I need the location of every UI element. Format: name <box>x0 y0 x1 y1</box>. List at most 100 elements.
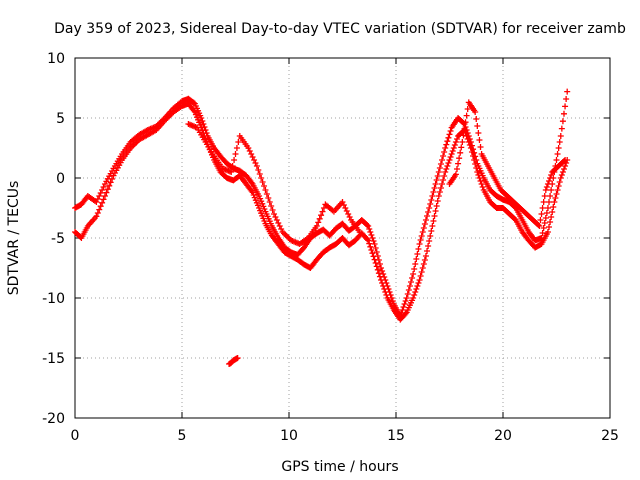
data-point-track-d <box>541 193 548 199</box>
data-point-track-c <box>235 139 242 145</box>
chart-title: Day 359 of 2023, Sidereal Day-to-day VTE… <box>54 21 626 37</box>
data-point-track-b <box>445 160 452 166</box>
data-point-track-a <box>412 261 419 267</box>
data-point-track-b <box>550 204 557 210</box>
y-tick-label: -10 <box>42 291 65 307</box>
axis-ticks <box>74 57 611 419</box>
data-point-track-b <box>365 237 372 244</box>
data-point-track-a <box>367 229 374 235</box>
data-point-track-b <box>416 277 423 283</box>
data-point-track-b <box>446 157 453 163</box>
data-point-track-c <box>356 229 363 235</box>
data-point-track-a <box>379 268 386 274</box>
data-point-track-b <box>412 289 419 295</box>
data-point-track-a <box>548 187 555 193</box>
data-point-track-b <box>431 213 438 219</box>
data-point-track-a <box>445 134 452 141</box>
data-point-track-d <box>539 205 546 211</box>
data-point-track-a <box>425 209 432 215</box>
data-points <box>72 88 571 367</box>
data-point-track-c <box>273 217 280 223</box>
data-point-track-a <box>372 245 379 251</box>
data-point-track-d <box>537 217 544 223</box>
data-point-track-a <box>447 128 454 134</box>
data-point-track-c <box>269 207 276 213</box>
x-tick-label: 10 <box>280 428 298 444</box>
data-point-track-b <box>439 181 446 187</box>
data-point-track-b <box>557 175 564 181</box>
data-point-track-b <box>429 223 436 229</box>
data-point-track-a <box>190 99 197 106</box>
data-point-track-b <box>402 310 409 317</box>
data-point-track-b <box>420 261 427 267</box>
data-point-track-d <box>477 144 484 150</box>
data-point-track-b <box>426 238 433 244</box>
y-axis-label: SDTVAR / TECUs <box>6 181 22 296</box>
data-point-track-b <box>477 178 484 184</box>
data-point-track-b <box>473 165 480 171</box>
data-point-track-a <box>564 88 571 95</box>
data-point-track-d <box>543 184 550 190</box>
data-point-track-a <box>430 189 437 195</box>
data-point-track-b <box>549 209 556 215</box>
data-point-track-a <box>378 265 385 271</box>
data-point-track-a <box>420 225 427 231</box>
data-point-track-b <box>437 185 444 191</box>
data-point-track-b <box>366 240 373 247</box>
data-point-track-b <box>382 289 389 295</box>
data-point-track-c <box>262 187 269 193</box>
data-point-track-a <box>407 279 414 285</box>
grid-lines <box>75 58 610 418</box>
data-point-track-d <box>538 211 545 217</box>
data-point-track-c <box>316 215 323 222</box>
data-point-track-c <box>246 148 253 154</box>
data-point-track-b <box>101 193 108 199</box>
data-point-track-d <box>464 106 471 112</box>
data-point-track-a <box>427 201 434 207</box>
data-point-track-c <box>282 231 289 238</box>
data-point-track-b <box>372 260 379 266</box>
data-point-track-c <box>319 208 326 215</box>
data-point-track-c <box>346 214 353 220</box>
data-point-track-a <box>405 287 412 293</box>
data-point-track-c <box>268 203 275 209</box>
data-point-track-d <box>460 132 467 139</box>
x-tick-label: 20 <box>494 428 512 444</box>
data-point-track-a <box>404 291 411 297</box>
data-point-track-a <box>422 217 429 223</box>
data-point-track-a <box>558 125 565 132</box>
data-point-track-d <box>548 172 555 178</box>
data-point-track-b <box>556 179 563 185</box>
data-point-track-c <box>259 179 266 185</box>
data-point-track-a <box>364 222 371 228</box>
data-point-track-a <box>540 225 547 231</box>
data-point-track-d <box>542 187 549 193</box>
data-point-track-b <box>97 203 104 210</box>
data-point-track-b <box>96 206 103 213</box>
data-point-track-b <box>470 153 477 159</box>
data-point-track-a <box>419 229 426 235</box>
data-point-track-c <box>271 211 278 217</box>
data-point-track-c <box>343 208 350 214</box>
data-point-track-b <box>379 280 386 286</box>
data-point-track-b <box>425 243 432 249</box>
data-point-track-a <box>557 133 564 139</box>
data-point-track-b <box>555 183 562 189</box>
data-point-track-a <box>542 215 549 221</box>
y-tick-label: -5 <box>51 231 65 247</box>
data-point-track-c <box>253 163 260 169</box>
data-point-track-d <box>452 171 459 178</box>
data-point-track-d <box>459 139 466 145</box>
data-point-track-b <box>479 184 486 190</box>
data-point-track-a <box>200 121 207 127</box>
data-point-track-b <box>476 175 483 181</box>
data-point-track-a <box>437 161 444 167</box>
data-point-track-b <box>413 286 420 292</box>
data-point-track-b <box>414 283 421 289</box>
data-point-track-b <box>475 172 482 178</box>
data-point-track-a <box>401 301 408 307</box>
data-point-track-b <box>369 250 376 257</box>
data-point-track-a <box>366 226 373 232</box>
data-point-track-c <box>285 234 292 241</box>
data-point-track-b <box>93 213 100 220</box>
